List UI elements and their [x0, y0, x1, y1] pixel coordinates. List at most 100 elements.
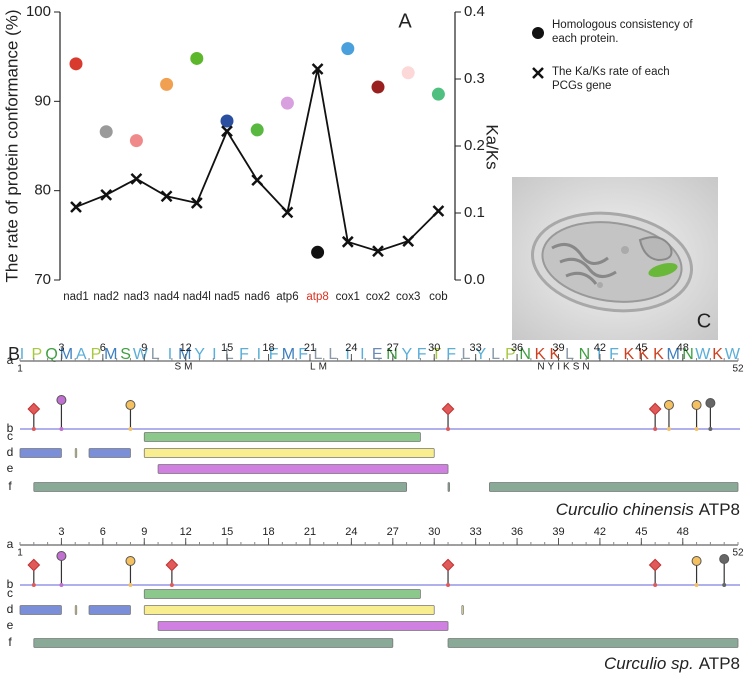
x-tick-label: 18: [262, 526, 274, 538]
sequence-letter: K: [623, 346, 634, 363]
marker-stroke: [341, 235, 354, 248]
data-point: [311, 245, 325, 259]
data-point: [70, 201, 82, 213]
sequence-letter: F: [446, 346, 456, 363]
sequence-letter: S: [120, 346, 131, 363]
stem-foot: [128, 583, 133, 587]
x-tick-label: 39: [552, 342, 564, 354]
x-tick-label: 9: [141, 342, 147, 354]
stem-foot: [446, 583, 451, 587]
sequence-variant: LM: [310, 362, 330, 373]
feature-bar: [143, 448, 435, 458]
x-tick-label: 12: [180, 342, 192, 354]
site-lollipop: [56, 395, 67, 431]
data-point: [190, 197, 203, 209]
marker-stroke: [130, 172, 143, 185]
x-tick-label: nad4l: [183, 291, 211, 303]
sequence-letter: P: [505, 346, 516, 363]
y-tick-label: 90: [34, 92, 51, 109]
x-tick-label: 15: [221, 526, 233, 538]
sequence-letter: F: [239, 346, 249, 363]
feature-bar: [489, 482, 739, 492]
sequence-letter: K: [535, 346, 546, 363]
track-caption: Curculio sp. ATP8: [604, 654, 740, 673]
sequence-letter: Y: [475, 346, 486, 363]
x-tick-label: 18: [262, 342, 274, 354]
site-lollipop: [125, 400, 136, 431]
data-point: [130, 172, 143, 185]
row-label: e: [7, 618, 14, 632]
legend-symbol: [532, 67, 544, 79]
marker-stroke: [70, 201, 82, 213]
x-tick-label: 24: [345, 342, 357, 354]
feature-bar: [74, 605, 78, 615]
axis-end-label: 52: [732, 548, 744, 559]
site-head: [691, 556, 702, 566]
sequence-letter: Y: [401, 346, 412, 363]
y2-tick-label: 0.4: [464, 3, 485, 20]
data-point: [372, 245, 384, 258]
feature-bar: [143, 589, 421, 599]
data-point: [280, 96, 294, 110]
x-tick-label: 21: [304, 342, 316, 354]
site-lollipop: [165, 558, 179, 587]
data-point: [190, 51, 204, 65]
feature-bar: [447, 482, 450, 492]
sequence-letter: I: [597, 346, 601, 363]
site-lollipop: [441, 558, 455, 587]
row-label: c: [7, 429, 13, 443]
site-lollipop: [27, 402, 41, 431]
sequence-letter: F: [609, 346, 619, 363]
sequence-letter: P: [91, 346, 102, 363]
x-tick-label: 33: [470, 526, 482, 538]
sequence-letter: N: [682, 346, 694, 363]
row-label: e: [7, 461, 14, 475]
row-label: f: [8, 635, 12, 649]
data-point: [69, 57, 83, 71]
site-lollipop: [691, 400, 702, 431]
y-tick-label: 80: [34, 182, 51, 199]
stem-foot: [446, 427, 451, 431]
x-tick-label: cox1: [336, 291, 360, 303]
feature-bar: [143, 605, 435, 615]
sequence-letter: L: [314, 346, 323, 363]
marker-stroke: [402, 235, 415, 248]
panel-label: A: [398, 10, 412, 32]
sequence-letter: I: [360, 346, 364, 363]
site-lollipop: [705, 398, 716, 431]
sequence-letter: I: [168, 346, 172, 363]
feature-bar: [157, 621, 449, 631]
feature-bar: [88, 605, 131, 615]
row-label: a: [7, 353, 14, 367]
sequence-letter: L: [462, 346, 471, 363]
sequence-letter: Q: [45, 346, 57, 363]
marker-stroke: [160, 190, 173, 203]
x-tick-label: 36: [511, 342, 523, 354]
sequence-letter: M: [60, 346, 73, 363]
x-tick-label: 24: [345, 526, 357, 538]
x-tick-label: 6: [100, 342, 106, 354]
stem-foot: [708, 427, 713, 431]
axis-end-label: 1: [17, 364, 23, 375]
stem-foot: [169, 583, 174, 587]
x-tick-label: 9: [141, 526, 147, 538]
site-lollipop: [691, 556, 702, 587]
data-point: [251, 174, 264, 187]
site-head: [27, 402, 41, 416]
x-tick-label: cox2: [366, 291, 390, 303]
panel-label: C: [697, 310, 711, 332]
sequence-letter: L: [491, 346, 500, 363]
legend-label: Homologous consistency of each protein.: [552, 19, 693, 45]
x-tick-label: 33: [470, 342, 482, 354]
sequence-letter: N: [386, 346, 398, 363]
sequence-letter: F: [298, 346, 308, 363]
x-tick-label: 15: [221, 342, 233, 354]
x-tick-label: 36: [511, 526, 523, 538]
x-tick-label: 39: [552, 526, 564, 538]
data-point: [281, 206, 294, 219]
x-tick-label: 42: [594, 342, 606, 354]
y2-tick-label: 0.3: [464, 70, 485, 87]
sequence-letter: E: [372, 346, 383, 363]
sequence-letter: K: [549, 346, 560, 363]
